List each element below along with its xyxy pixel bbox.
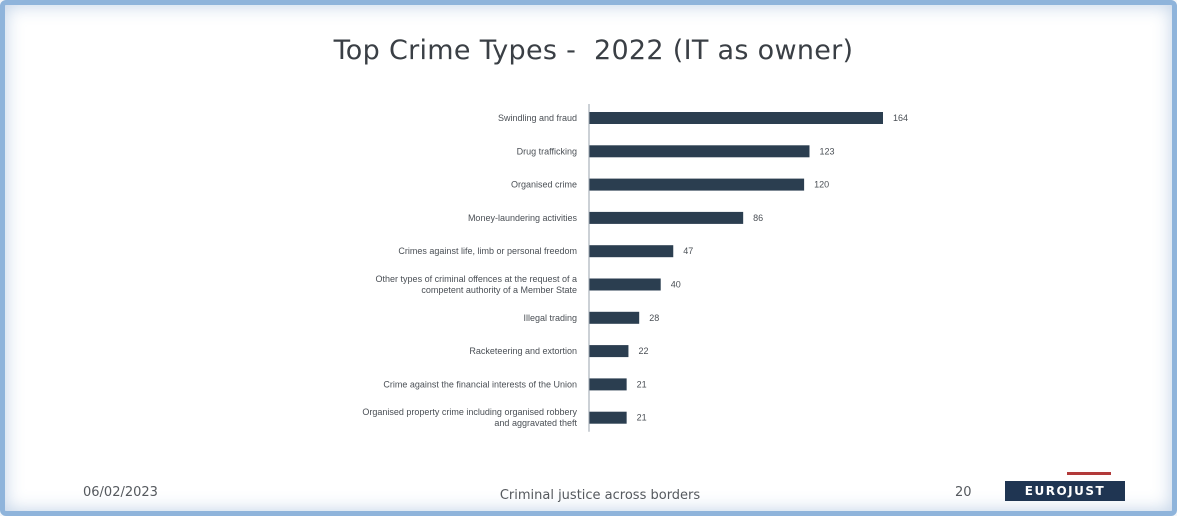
category-label: Racketeering and extortion — [469, 346, 577, 356]
category-label-line: Swindling and fraud — [498, 113, 577, 123]
bar-value-label: 21 — [637, 379, 647, 389]
category-label: Organised crime — [511, 180, 577, 190]
category-label-line: Racketeering and extortion — [469, 346, 577, 356]
bar-value-label: 47 — [683, 246, 693, 256]
category-label-line: Organised crime — [511, 180, 577, 190]
category-label-line: and aggravated theft — [494, 418, 577, 428]
category-label: Organised property crime including organ… — [362, 407, 577, 428]
category-label-line: Other types of criminal offences at the … — [376, 274, 577, 284]
bar-chart: 164 Swindling and fraud 123 Drug traffickin… — [362, 104, 908, 432]
category-label: Illegal trading — [523, 313, 577, 323]
page-number: 20 — [955, 485, 972, 500]
bar-value-label: 40 — [671, 280, 681, 290]
bar-value-label: 123 — [820, 146, 835, 156]
category-label-line: Illegal trading — [523, 313, 577, 323]
footer-tagline: Criminal justice across borders — [499, 488, 701, 503]
category-label-line: Crime against the financial interests of… — [383, 379, 577, 389]
category-label: Crimes against life, limb or personal fr… — [398, 246, 577, 256]
category-label-line: Crimes against life, limb or personal fr… — [398, 246, 577, 256]
category-label: Crime against the financial interests of… — [383, 379, 577, 389]
bar-value-label: 86 — [753, 213, 763, 223]
bar-value-label: 21 — [637, 413, 647, 423]
eurojust-logo: EUROJUST — [1005, 481, 1125, 501]
bar — [589, 345, 629, 358]
bar-value-label: 22 — [638, 346, 648, 356]
footer-date: 06/02/2023 — [83, 485, 158, 500]
bar — [589, 311, 640, 324]
bar — [589, 178, 805, 191]
category-label-line: competent authority of a Member State — [421, 285, 577, 295]
category-label: Money-laundering activities — [468, 213, 578, 223]
category-label: Drug trafficking — [517, 146, 577, 156]
bar — [589, 411, 627, 424]
category-label-line: Drug trafficking — [517, 146, 577, 156]
bar — [589, 278, 661, 291]
bar — [589, 245, 674, 258]
bar-value-label: 164 — [893, 113, 908, 123]
category-label-line: Money-laundering activities — [468, 213, 578, 223]
bar-value-label: 28 — [649, 313, 659, 323]
slide-title: Top Crime Types - 2022 (IT as owner) — [333, 35, 854, 66]
bar — [589, 112, 883, 124]
category-label: Other types of criminal offences at the … — [376, 274, 577, 295]
bar-value-label: 120 — [814, 180, 829, 190]
bar — [589, 145, 810, 158]
bar — [589, 211, 744, 224]
logo-accent-bar — [1067, 472, 1111, 475]
bar — [589, 378, 627, 391]
category-label: Swindling and fraud — [498, 113, 577, 123]
category-label-line: Organised property crime including organ… — [362, 407, 577, 417]
